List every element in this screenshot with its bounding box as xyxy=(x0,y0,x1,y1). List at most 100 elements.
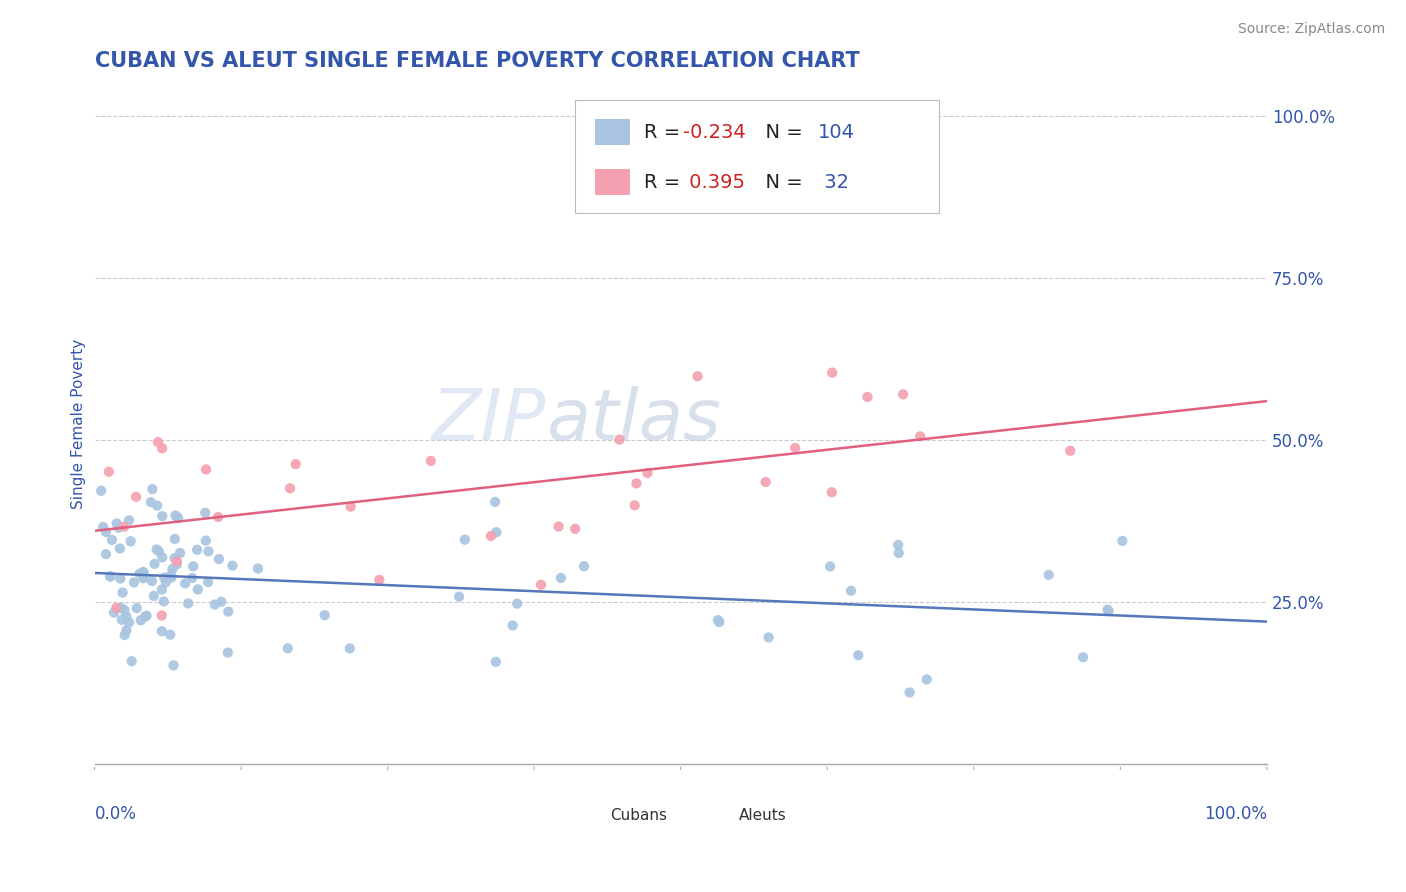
Point xyxy=(94,524,117,539)
Point xyxy=(454,533,477,547)
Point xyxy=(118,513,141,527)
Point xyxy=(550,571,572,585)
Text: atlas: atlas xyxy=(546,386,720,455)
Point xyxy=(1038,568,1060,582)
Point xyxy=(887,538,910,552)
Point xyxy=(98,569,121,583)
Point xyxy=(110,572,132,586)
Point xyxy=(128,566,150,581)
Point xyxy=(209,595,232,609)
Point xyxy=(755,475,778,489)
Point xyxy=(131,566,153,580)
Point xyxy=(758,631,780,645)
Point xyxy=(818,559,841,574)
Bar xyxy=(704,805,730,826)
Point xyxy=(887,546,910,560)
Point xyxy=(572,559,595,574)
Point xyxy=(141,574,163,588)
Point xyxy=(134,609,156,624)
Point xyxy=(167,511,190,525)
Point xyxy=(90,483,112,498)
Point xyxy=(197,544,219,558)
Point xyxy=(153,571,176,585)
Point xyxy=(105,600,128,615)
Text: R =: R = xyxy=(644,123,688,142)
Point xyxy=(114,628,136,642)
Point xyxy=(125,490,148,504)
Point xyxy=(484,495,506,509)
Point xyxy=(150,582,173,597)
Bar xyxy=(575,805,600,826)
Point xyxy=(1059,443,1081,458)
Text: N =: N = xyxy=(754,172,810,192)
Point xyxy=(547,519,569,533)
Point xyxy=(141,482,163,496)
Point xyxy=(314,608,336,623)
Point xyxy=(846,648,869,663)
Point xyxy=(129,613,152,627)
Point xyxy=(339,641,361,656)
Point xyxy=(132,565,155,579)
Point xyxy=(139,495,162,509)
Point xyxy=(155,575,177,590)
Point xyxy=(146,499,169,513)
Point xyxy=(150,624,173,639)
Point xyxy=(132,568,155,582)
Point xyxy=(449,590,471,604)
Point xyxy=(277,641,299,656)
Point xyxy=(114,603,136,617)
Point xyxy=(150,608,173,623)
Point xyxy=(1097,602,1119,616)
Point xyxy=(707,613,730,627)
Point xyxy=(186,542,208,557)
Point xyxy=(150,442,173,456)
Point xyxy=(163,532,186,546)
Point xyxy=(125,601,148,615)
Point xyxy=(111,585,134,599)
Point xyxy=(339,500,361,514)
Point xyxy=(107,520,129,534)
Point xyxy=(91,520,114,534)
Text: CUBAN VS ALEUT SINGLE FEMALE POVERTY CORRELATION CHART: CUBAN VS ALEUT SINGLE FEMALE POVERTY COR… xyxy=(94,51,859,70)
Text: 100.0%: 100.0% xyxy=(1204,805,1267,823)
Point xyxy=(839,583,862,598)
Point xyxy=(284,457,307,471)
Bar xyxy=(595,120,630,145)
Point xyxy=(142,589,165,603)
Point xyxy=(246,561,269,575)
Point xyxy=(111,613,134,627)
Point xyxy=(148,544,170,558)
Point xyxy=(187,582,209,597)
Point xyxy=(194,506,217,520)
Point xyxy=(821,366,844,380)
Point xyxy=(166,554,188,568)
Text: 104: 104 xyxy=(818,123,855,142)
Point xyxy=(100,569,122,583)
Point xyxy=(208,552,231,566)
Point xyxy=(419,454,441,468)
Point xyxy=(166,558,188,572)
Text: -0.234: -0.234 xyxy=(683,123,745,142)
Point xyxy=(94,547,117,561)
Point xyxy=(908,429,931,443)
Point xyxy=(197,574,219,589)
Point xyxy=(112,519,135,533)
Text: Source: ZipAtlas.com: Source: ZipAtlas.com xyxy=(1237,22,1385,37)
Point xyxy=(135,608,157,623)
Point xyxy=(143,557,166,571)
Point xyxy=(709,615,731,629)
FancyBboxPatch shape xyxy=(575,101,939,212)
Point xyxy=(479,529,502,543)
Point xyxy=(785,441,807,455)
Text: R =: R = xyxy=(644,172,688,192)
Point xyxy=(194,533,217,548)
Point xyxy=(564,522,586,536)
Point xyxy=(207,510,229,524)
Point xyxy=(103,606,125,620)
Text: ZIP: ZIP xyxy=(432,386,546,455)
Point xyxy=(636,466,658,480)
Point xyxy=(686,369,709,384)
Point xyxy=(177,596,200,610)
Point xyxy=(221,558,243,573)
Point xyxy=(160,571,183,585)
